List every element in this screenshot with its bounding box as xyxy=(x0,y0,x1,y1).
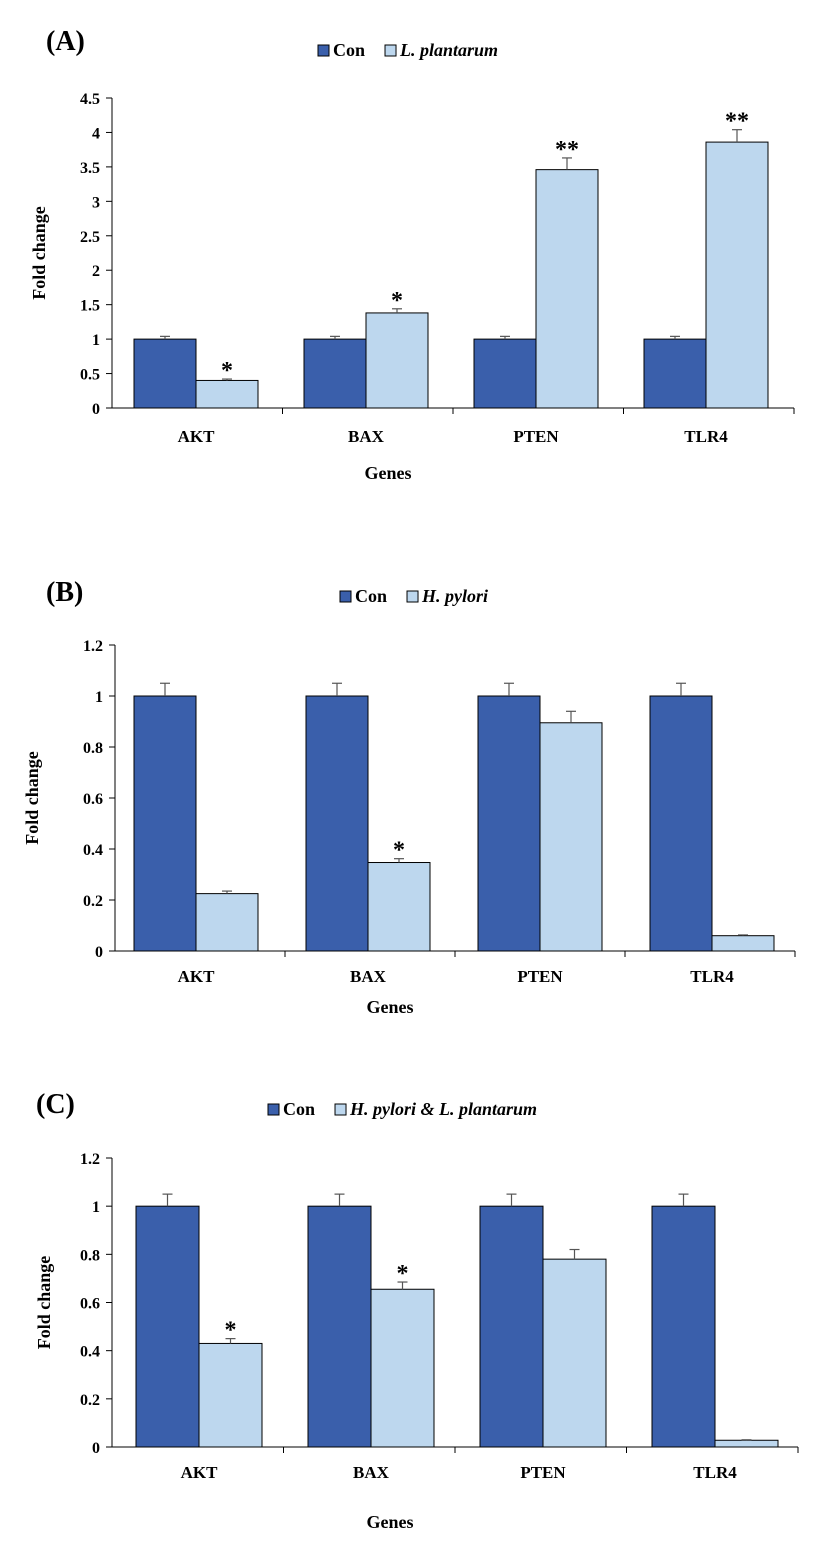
legend: Con L. plantarum xyxy=(317,40,498,60)
x-axis-title: Genes xyxy=(367,997,414,1017)
y-tick-label: 0.2 xyxy=(80,1392,100,1409)
x-tick-label-tlr4: TLR4 xyxy=(693,1463,737,1482)
legend-swatch-treated xyxy=(406,590,419,603)
legend-label-con: Con xyxy=(355,586,387,606)
bar-con-bax xyxy=(303,338,367,409)
bar-con-tlr4 xyxy=(643,338,707,409)
y-axis-title: Fold change xyxy=(22,751,42,845)
bar-treated-pten xyxy=(542,1258,607,1448)
bar-treated-tlr4 xyxy=(714,1439,779,1448)
chart-panel-b: (B) Con H. pylori 0 0.2 0.4 0.6 0.8 1 1.2 AKT * BAX P… xyxy=(22,577,796,1017)
x-tick-label-bax: BAX xyxy=(353,1463,390,1482)
y-tick-label: 0.4 xyxy=(80,1344,100,1361)
significance-marker: ** xyxy=(725,109,749,135)
legend-label-treated: L. plantarum xyxy=(399,40,498,60)
y-tick-label: 1.5 xyxy=(80,298,100,315)
x-tick-label-akt: AKT xyxy=(181,1463,219,1482)
bar-con-akt xyxy=(133,338,197,409)
legend-label-treated: H. pylori xyxy=(421,586,488,606)
bar-con-bax xyxy=(305,695,369,952)
bar-treated-akt xyxy=(198,1342,263,1448)
panel-label: (A) xyxy=(46,26,85,57)
legend: Con H. pylori & L. plantarum xyxy=(267,1099,537,1119)
bar-con-tlr4 xyxy=(649,695,713,952)
significance-marker: * xyxy=(393,838,405,864)
panel-label: (C) xyxy=(36,1089,75,1120)
bar-con-pten xyxy=(479,1205,544,1448)
y-tick-label: 3.5 xyxy=(80,160,100,177)
bar-treated-akt xyxy=(195,893,259,952)
y-tick-label: 1 xyxy=(95,689,103,706)
y-tick-label: 0.5 xyxy=(80,367,100,384)
legend-swatch-con xyxy=(267,1103,280,1116)
y-tick-label: 0.4 xyxy=(83,842,103,859)
legend-label-treated: H. pylori & L. plantarum xyxy=(349,1099,537,1119)
significance-marker: ** xyxy=(555,137,579,163)
y-tick-label: 1.2 xyxy=(83,638,103,655)
y-tick-label: 1.2 xyxy=(80,1151,100,1168)
x-tick-label-bax: BAX xyxy=(350,967,387,986)
bar-con-pten xyxy=(473,338,537,409)
significance-marker: * xyxy=(397,1261,409,1287)
bar-con-tlr4 xyxy=(651,1205,716,1448)
x-tick-label-tlr4: TLR4 xyxy=(690,967,734,986)
y-tick-label: 0.6 xyxy=(83,791,103,808)
y-tick-label: 0 xyxy=(92,401,100,418)
bar-con-pten xyxy=(477,695,541,952)
y-tick-label: 0.8 xyxy=(83,740,103,757)
legend-swatch-treated xyxy=(334,1103,347,1116)
y-tick-label: 0.8 xyxy=(80,1247,100,1264)
y-tick-label: 1 xyxy=(92,1199,100,1216)
bar-con-akt xyxy=(133,695,197,952)
significance-marker: * xyxy=(391,288,403,314)
legend-swatch-con xyxy=(339,590,352,603)
significance-marker: * xyxy=(221,358,233,384)
bar-con-bax xyxy=(307,1205,372,1448)
bar-treated-bax xyxy=(367,862,431,952)
y-tick-label: 2.5 xyxy=(80,229,100,246)
legend-swatch-con xyxy=(317,44,330,57)
significance-marker: * xyxy=(225,1318,237,1344)
legend-label-con: Con xyxy=(333,40,365,60)
x-tick-label-pten: PTEN xyxy=(520,1463,566,1482)
x-axis-title: Genes xyxy=(367,1512,414,1532)
x-tick-label-pten: PTEN xyxy=(517,967,563,986)
y-tick-label: 0.2 xyxy=(83,893,103,910)
y-tick-label: 0 xyxy=(95,944,103,961)
y-tick-label: 4.5 xyxy=(80,91,100,108)
y-tick-label: 0 xyxy=(92,1440,100,1457)
legend: Con H. pylori xyxy=(339,586,488,606)
bar-treated-tlr4 xyxy=(711,935,775,952)
y-tick-label: 3 xyxy=(92,194,100,211)
bar-con-akt xyxy=(135,1205,200,1448)
x-tick-label-akt: AKT xyxy=(178,967,216,986)
y-tick-label: 0.6 xyxy=(80,1296,100,1313)
bar-treated-bax xyxy=(370,1288,435,1448)
y-tick-label: 4 xyxy=(92,125,100,142)
bar-treated-akt xyxy=(195,379,259,409)
panel-label: (B) xyxy=(46,577,83,608)
x-tick-label-pten: PTEN xyxy=(513,427,559,446)
bar-treated-pten xyxy=(535,169,599,409)
x-axis-title: Genes xyxy=(365,463,412,483)
x-tick-label-bax: BAX xyxy=(348,427,385,446)
y-axis-title: Fold change xyxy=(29,206,49,300)
chart-panel-a: (A) Con L. plantarum 0 0.5 1 1.5 2 2.5 3 3.5 4 4.5 * A… xyxy=(29,26,795,483)
chart-panel-c: (C) Con H. pylori & L. plantarum 0 0.2 0.4 0.6… xyxy=(34,1089,799,1532)
legend-label-con: Con xyxy=(283,1099,315,1119)
y-axis-title: Fold change xyxy=(34,1256,54,1350)
x-tick-label-tlr4: TLR4 xyxy=(684,427,728,446)
bar-treated-bax xyxy=(365,312,429,409)
y-tick-label: 2 xyxy=(92,263,100,280)
bar-treated-pten xyxy=(539,722,603,952)
y-tick-label: 1 xyxy=(92,332,100,349)
legend-swatch-treated xyxy=(384,44,397,57)
x-tick-label-akt: AKT xyxy=(178,427,216,446)
bar-treated-tlr4 xyxy=(705,141,769,409)
